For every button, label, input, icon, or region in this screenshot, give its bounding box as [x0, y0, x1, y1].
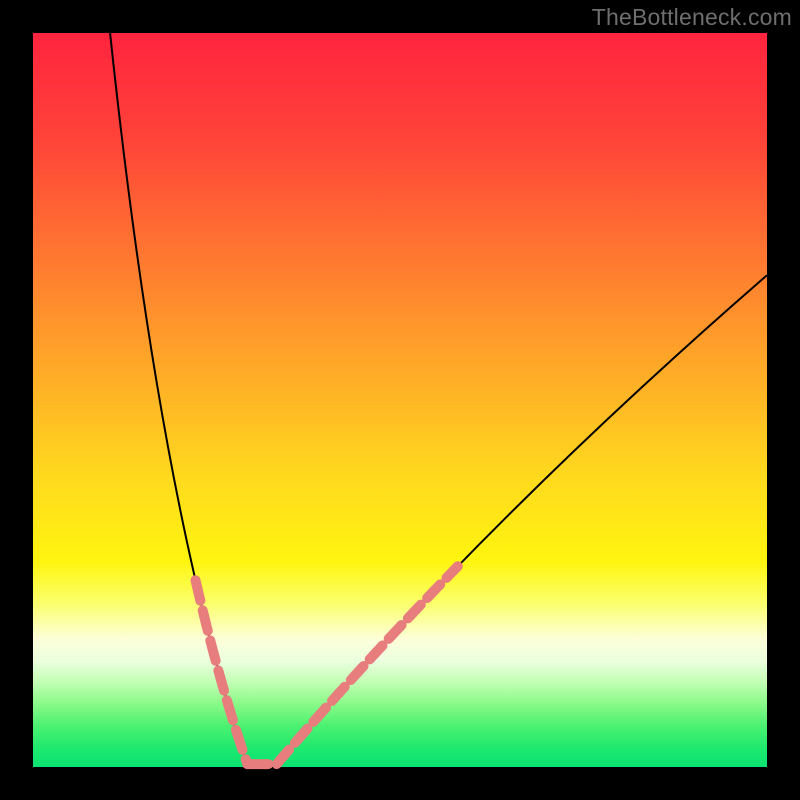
watermark-text: TheBottleneck.com [592, 4, 792, 31]
chart-stage: TheBottleneck.com [0, 0, 800, 800]
chart-svg [0, 0, 800, 800]
plot-background [33, 33, 767, 767]
